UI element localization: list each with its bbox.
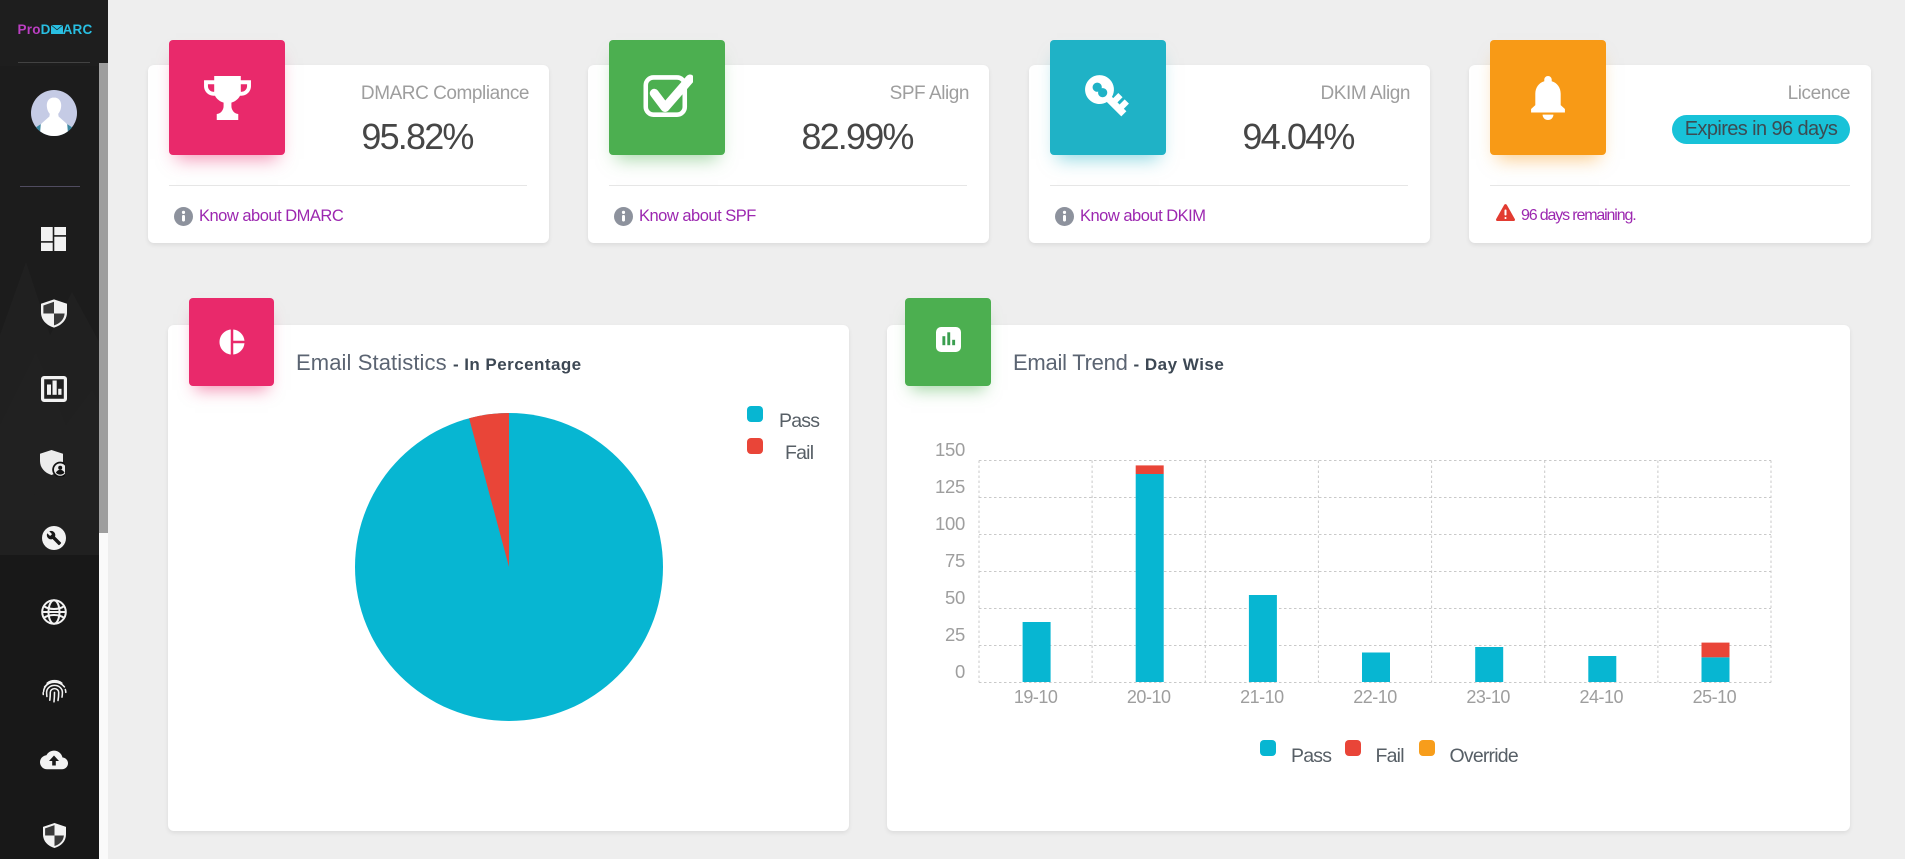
svg-text:75: 75 — [945, 550, 965, 571]
svg-text:150: 150 — [935, 439, 965, 460]
svg-text:23-10: 23-10 — [1466, 687, 1510, 707]
svg-text:Override: Override — [1450, 745, 1518, 767]
svg-text:24-10: 24-10 — [1580, 687, 1624, 707]
svg-text:0: 0 — [955, 661, 965, 682]
svg-text:Pass: Pass — [1291, 745, 1332, 767]
svg-text:22-10: 22-10 — [1353, 687, 1397, 707]
svg-text:19-10: 19-10 — [1014, 687, 1058, 707]
svg-text:21-10: 21-10 — [1240, 687, 1284, 707]
svg-text:100: 100 — [935, 513, 965, 534]
svg-text:20-10: 20-10 — [1127, 687, 1171, 707]
svg-text:50: 50 — [945, 587, 965, 608]
svg-text:Fail: Fail — [1376, 745, 1405, 767]
svg-text:25: 25 — [945, 624, 965, 645]
svg-text:25-10: 25-10 — [1693, 687, 1737, 707]
svg-text:125: 125 — [935, 476, 965, 497]
